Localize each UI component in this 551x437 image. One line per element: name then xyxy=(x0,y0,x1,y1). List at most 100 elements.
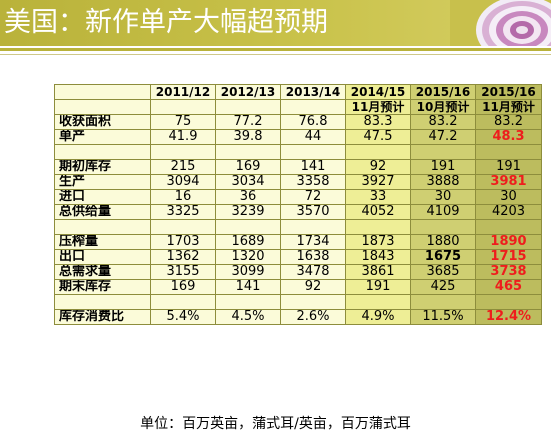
header-cell: 10月预计 xyxy=(410,99,476,115)
table-cell xyxy=(345,144,411,160)
table-cell: 83.3 xyxy=(345,114,411,130)
header-row: 11月预计 10月预计 11月预计 xyxy=(54,99,542,115)
onion-photo-icon xyxy=(450,0,551,46)
table-cell: 1320 xyxy=(215,249,281,265)
table-row: 期初库存 215 169 141 92 191 191 xyxy=(54,159,542,175)
header-cell xyxy=(280,99,346,115)
table-row: 生产 3094 3034 3358 3927 3888 3981 xyxy=(54,174,542,190)
table-cell: 2.6% xyxy=(280,309,346,325)
table-cell: 141 xyxy=(280,159,346,175)
table-cell xyxy=(215,144,281,160)
table-cell: 30 xyxy=(475,189,542,205)
table-row: 压榨量 1703 1689 1734 1873 1880 1890 xyxy=(54,234,542,250)
table-cell: 425 xyxy=(410,279,476,295)
title-rule-thin xyxy=(0,54,551,55)
table-cell: 1703 xyxy=(150,234,216,250)
title-banner: 美国：新作单产大幅超预期 xyxy=(0,0,551,46)
table-cell: 3738 xyxy=(475,264,542,280)
row-label xyxy=(54,219,151,235)
table-cell: 44 xyxy=(280,129,346,145)
row-label: 总需求量 xyxy=(54,264,151,280)
table-cell: 191 xyxy=(410,159,476,175)
table-cell: 1734 xyxy=(280,234,346,250)
table-cell: 3861 xyxy=(345,264,411,280)
table-cell: 41.9 xyxy=(150,129,216,145)
header-cell xyxy=(54,84,151,100)
table-cell: 16 xyxy=(150,189,216,205)
table-cell: 191 xyxy=(345,279,411,295)
table-cell: 3155 xyxy=(150,264,216,280)
table-row xyxy=(54,294,542,310)
unit-note: 单位：百万英亩，蒲式耳/英亩，百万蒲式耳 xyxy=(140,416,411,432)
table-cell: 169 xyxy=(150,279,216,295)
header-cell: 11月预计 xyxy=(475,99,542,115)
table-cell xyxy=(150,219,216,235)
table-row: 期末库存 169 141 92 191 425 465 xyxy=(54,279,542,295)
table-cell: 141 xyxy=(215,279,281,295)
table-cell: 72 xyxy=(280,189,346,205)
table-cell xyxy=(150,294,216,310)
page-title: 美国：新作单产大幅超预期 xyxy=(4,7,328,38)
table-cell: 3099 xyxy=(215,264,281,280)
table-cell: 33 xyxy=(345,189,411,205)
table-row: 出口 1362 1320 1638 1843 1675 1715 xyxy=(54,249,542,265)
table-row xyxy=(54,219,542,235)
table-cell: 30 xyxy=(410,189,476,205)
row-label: 期初库存 xyxy=(54,159,151,175)
table-cell: 92 xyxy=(280,279,346,295)
table-cell xyxy=(475,294,542,310)
table-cell: 48.3 xyxy=(475,129,542,145)
table-cell: 4109 xyxy=(410,204,476,220)
header-cell xyxy=(150,99,216,115)
supply-demand-table: 2011/12 2012/13 2013/14 2014/15 2015/16 2015/… xyxy=(54,84,542,325)
table-cell: 76.8 xyxy=(280,114,346,130)
table-cell: 36 xyxy=(215,189,281,205)
header-cell: 2015/16 xyxy=(410,84,476,100)
table-cell: 1873 xyxy=(345,234,411,250)
table-cell: 75 xyxy=(150,114,216,130)
table-row: 总供给量 3325 3239 3570 4052 4109 4203 xyxy=(54,204,542,220)
table-row: 单产 41.9 39.8 44 47.5 47.2 48.3 xyxy=(54,129,542,145)
table-cell: 12.4% xyxy=(475,309,542,325)
header-cell: 2015/16 xyxy=(475,84,542,100)
row-label: 出口 xyxy=(54,249,151,265)
table-cell: 5.4% xyxy=(150,309,216,325)
header-cell: 2012/13 xyxy=(215,84,281,100)
row-label: 单产 xyxy=(54,129,151,145)
row-label: 生产 xyxy=(54,174,151,190)
row-label: 压榨量 xyxy=(54,234,151,250)
header-row: 2011/12 2012/13 2013/14 2014/15 2015/16 2015/… xyxy=(54,84,542,100)
table-cell: 92 xyxy=(345,159,411,175)
table-cell xyxy=(150,144,216,160)
header-cell: 2011/12 xyxy=(150,84,216,100)
header-cell xyxy=(215,99,281,115)
row-label: 库存消费比 xyxy=(54,309,151,325)
table-cell: 1638 xyxy=(280,249,346,265)
table-cell xyxy=(280,144,346,160)
table-cell: 1689 xyxy=(215,234,281,250)
table-cell: 3239 xyxy=(215,204,281,220)
table-cell: 3358 xyxy=(280,174,346,190)
table-cell xyxy=(345,294,411,310)
table-cell: 1890 xyxy=(475,234,542,250)
table-cell xyxy=(345,219,411,235)
table-cell: 169 xyxy=(215,159,281,175)
table-cell: 83.2 xyxy=(475,114,542,130)
table-cell: 1880 xyxy=(410,234,476,250)
table-cell: 3034 xyxy=(215,174,281,190)
table-cell: 465 xyxy=(475,279,542,295)
table-cell: 4.9% xyxy=(345,309,411,325)
table-cell: 47.5 xyxy=(345,129,411,145)
table-cell xyxy=(410,144,476,160)
table-cell: 47.2 xyxy=(410,129,476,145)
row-label xyxy=(54,294,151,310)
table-cell: 77.2 xyxy=(215,114,281,130)
table-cell: 11.5% xyxy=(410,309,476,325)
table-cell xyxy=(475,144,542,160)
table-cell: 1362 xyxy=(150,249,216,265)
table-cell: 39.8 xyxy=(215,129,281,145)
row-label: 期末库存 xyxy=(54,279,151,295)
table-cell: 1675 xyxy=(410,249,476,265)
title-rule xyxy=(0,48,551,51)
table-cell: 3478 xyxy=(280,264,346,280)
